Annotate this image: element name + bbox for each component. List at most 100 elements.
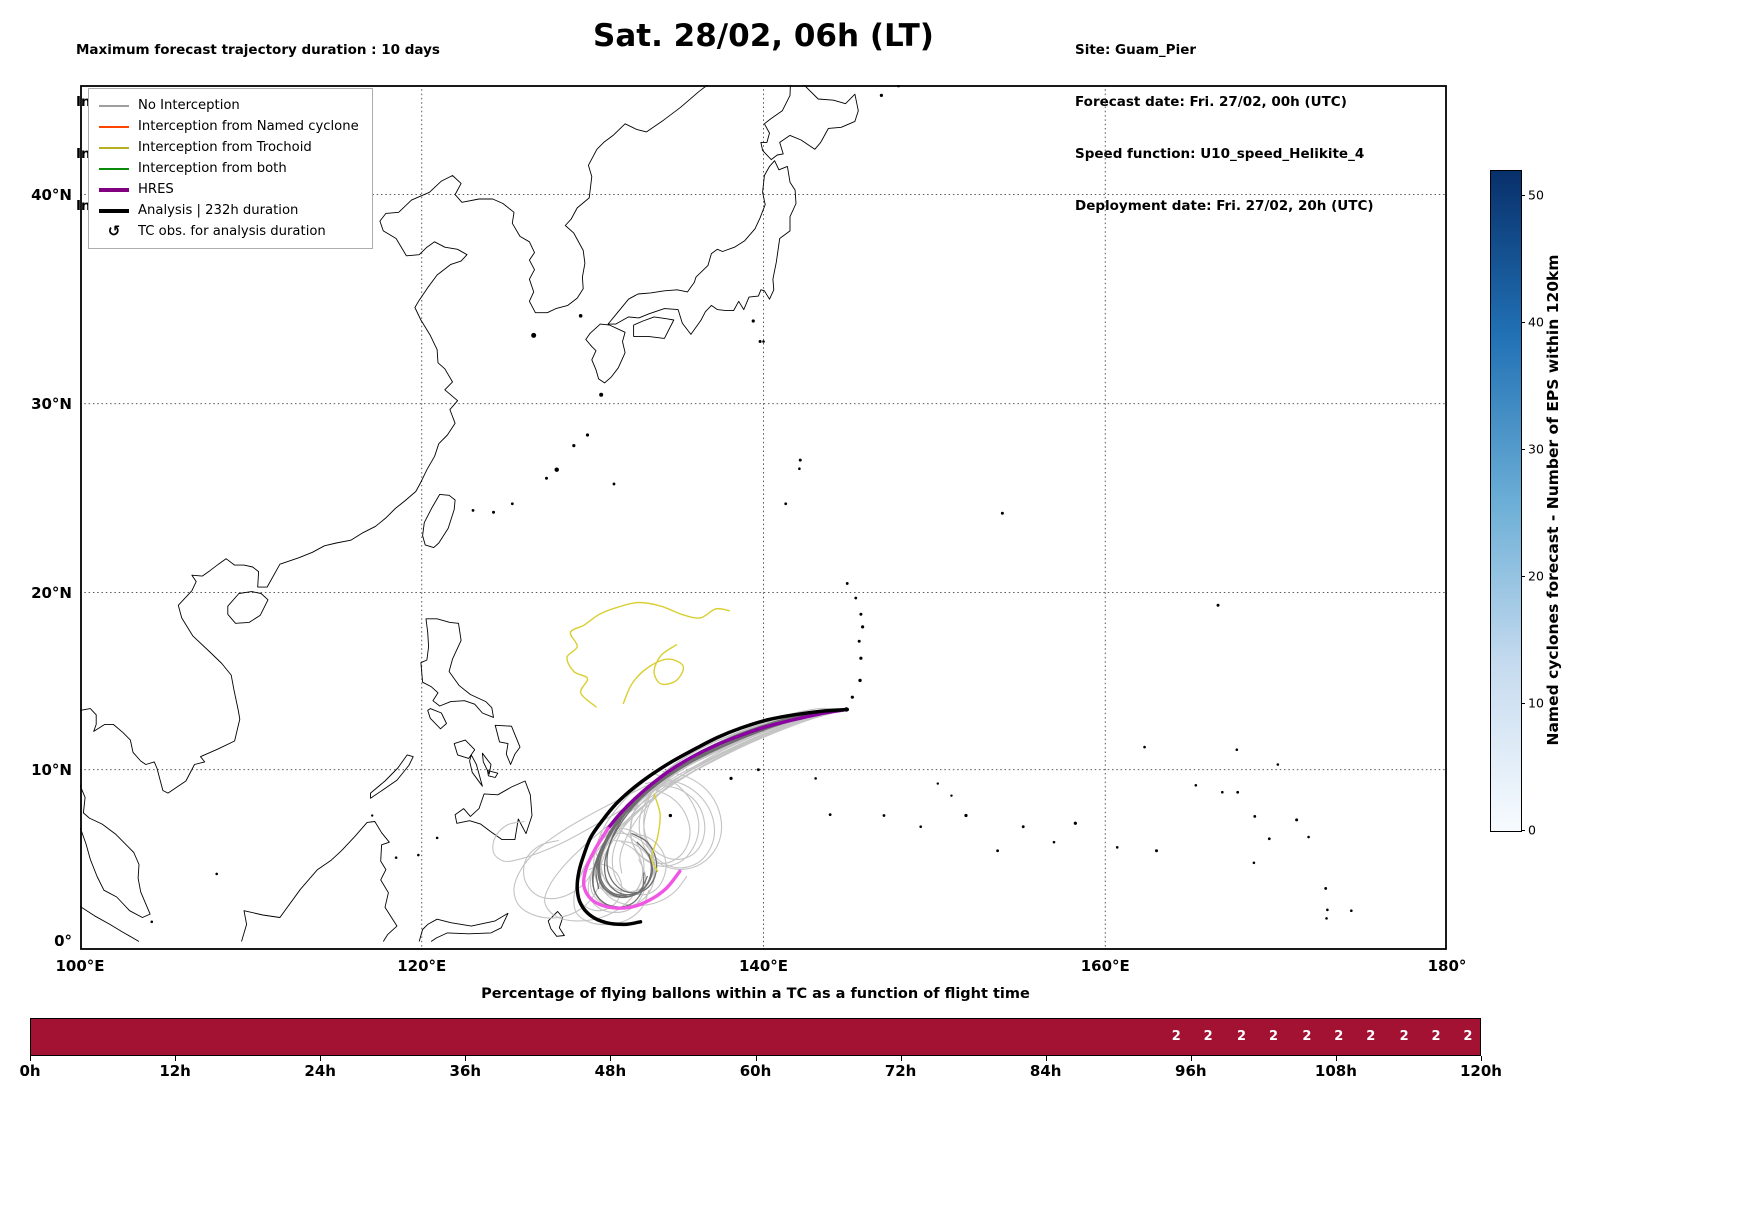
island-dot <box>150 920 154 924</box>
coastline-path <box>454 780 533 841</box>
hour-tick-label: 0h <box>19 1062 41 1080</box>
y-tick-label: 30°N <box>31 394 72 413</box>
island-dot <box>919 825 923 829</box>
colorbar-tick <box>1521 576 1525 578</box>
ensemble-member-path <box>513 708 847 919</box>
colorbar-tick <box>1521 830 1525 831</box>
hour-tick <box>755 1056 757 1061</box>
legend-label: Analysis | 232h duration <box>138 203 299 218</box>
coastline-path <box>453 739 476 759</box>
coastline-path <box>80 785 151 918</box>
island-dot <box>572 444 576 448</box>
island-dot <box>1000 511 1004 515</box>
colorbar-tick <box>1521 322 1525 324</box>
island-dot <box>798 467 801 471</box>
map-legend: No Interception Interception from Named c… <box>88 88 373 249</box>
island-dot <box>751 319 755 323</box>
island-dot <box>1194 784 1198 787</box>
hour-tick-label: 12h <box>159 1062 191 1080</box>
island-dot <box>1021 825 1025 829</box>
ensemble-member-path <box>492 708 847 863</box>
island-dot <box>854 596 858 600</box>
colorbar-tick-label: 0 <box>1528 822 1536 838</box>
x-tick-label: 100°E <box>55 957 105 975</box>
y-tick-label: 20°N <box>31 583 72 602</box>
legend-item: Analysis | 232h duration <box>99 200 359 221</box>
coastline-path <box>241 821 398 942</box>
colorbar-tick-label: 20 <box>1528 568 1544 584</box>
tc-count-label: 2 <box>1302 1029 1312 1044</box>
legend-swatch <box>99 104 129 107</box>
legend-swatch <box>99 187 129 192</box>
colorbar-tick <box>1521 703 1525 705</box>
island-dot <box>668 813 673 818</box>
hour-tick <box>30 1056 31 1061</box>
hour-tick-label: 36h <box>449 1062 482 1080</box>
legend-label: No Interception <box>138 98 240 113</box>
trochoid-path <box>622 644 685 704</box>
ensemble-member-path <box>598 708 847 907</box>
y-tick-label: 0° <box>54 932 72 951</box>
x-tick-label: 120°E <box>397 957 447 975</box>
island-dot <box>879 93 884 97</box>
island-dot <box>599 392 604 397</box>
tc-count-label: 2 <box>1237 1029 1247 1044</box>
island-dot <box>544 476 548 480</box>
legend-item: Interception from Named cyclone <box>99 116 359 137</box>
coastline-path <box>487 770 499 778</box>
colorbar-tick <box>1521 449 1525 451</box>
flight-time-bar <box>30 1018 1481 1056</box>
hour-tick <box>1481 1056 1482 1061</box>
coastline-path <box>227 591 269 624</box>
hres-tail-path <box>581 826 682 910</box>
island-dot <box>850 695 854 699</box>
hour-tick <box>320 1056 322 1061</box>
flight-bar-title: Percentage of flying ballons within a TC… <box>481 986 1030 1002</box>
hour-tick <box>1045 1056 1047 1061</box>
island-dot <box>729 776 733 780</box>
coastline-path <box>469 754 483 787</box>
legend-label: Interception from Named cyclone <box>138 119 359 134</box>
island-dot <box>964 813 968 818</box>
island-dot <box>1307 835 1310 839</box>
island-dot <box>531 332 537 338</box>
island-dot <box>471 508 475 512</box>
coastline-path <box>547 911 565 937</box>
legend-swatch <box>99 167 129 170</box>
x-tick-label: 160°E <box>1080 957 1130 975</box>
island-dot <box>1325 917 1328 920</box>
island-dot <box>370 814 374 817</box>
hres-path <box>606 707 849 831</box>
coastline-path <box>422 493 456 549</box>
legend-item: Interception from both <box>99 158 359 179</box>
island-dot <box>394 856 398 859</box>
island-dot <box>1220 790 1224 794</box>
legend-label: HRES <box>138 182 174 197</box>
hour-tick-label: 24h <box>304 1062 336 1080</box>
trochoid-path <box>566 601 730 708</box>
x-tick-label: 180° <box>1427 957 1467 975</box>
island-dot <box>857 639 861 643</box>
island-dot <box>762 340 765 343</box>
tc-count-label: 2 <box>1268 1029 1279 1044</box>
island-dot <box>936 782 939 785</box>
island-dot <box>950 794 953 797</box>
trochoid-path <box>650 793 661 872</box>
island-dot <box>859 656 863 660</box>
tc-count-label: 2 <box>1334 1029 1344 1044</box>
x-tick-label: 140°E <box>738 957 789 975</box>
hour-tick-label: 96h <box>1175 1062 1207 1080</box>
island-dot <box>417 853 420 857</box>
island-dot <box>828 813 832 817</box>
island-dot <box>1295 818 1299 822</box>
island-dot <box>845 582 849 585</box>
tc-count-label: 2 <box>1203 1029 1213 1044</box>
legend-swatch <box>99 146 129 149</box>
map-border <box>80 85 1447 950</box>
legend-label: Interception from Trochoid <box>138 140 312 155</box>
tc-count-label: 2 <box>1399 1029 1409 1044</box>
island-dot <box>1326 908 1329 912</box>
island-dot <box>858 678 862 683</box>
y-tick-label: 40°N <box>31 185 72 204</box>
island-dot <box>1252 861 1256 865</box>
